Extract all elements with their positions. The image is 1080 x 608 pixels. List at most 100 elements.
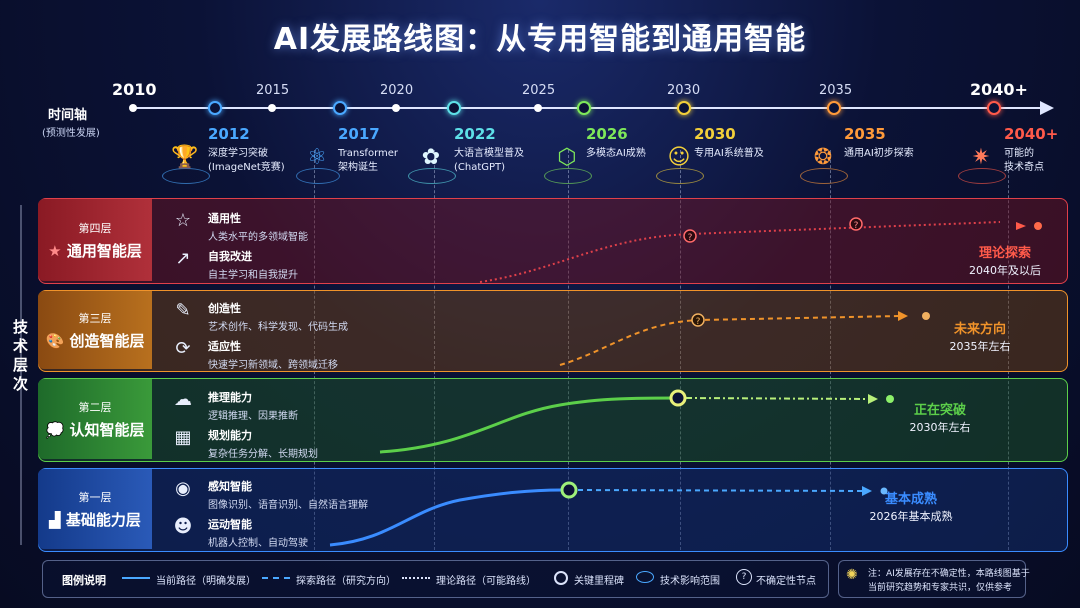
guide-line (314, 150, 315, 550)
layer-band-4 (38, 198, 1068, 284)
milestone-year: 2040+ (1004, 125, 1059, 143)
side-bracket (20, 205, 22, 545)
impact-ring (958, 168, 1006, 184)
layer-badge-1[interactable]: 第一层 ▟ 基础能力层 (38, 469, 152, 549)
milestone-marker[interactable] (827, 101, 841, 115)
capability-desc: 复杂任务分解、长期规划 (208, 449, 318, 460)
layer-status: 理论探索 (978, 246, 1031, 261)
capability-title: 感知智能 (208, 480, 252, 493)
year-label: 2025 (522, 83, 556, 98)
legend (42, 560, 829, 598)
cube-icon: ⬡ (557, 145, 577, 170)
legend-title: 图例说明 (62, 574, 106, 587)
timeline-arrow (1040, 101, 1054, 115)
capability-title: 自我改进 (208, 250, 252, 263)
milestone-marker[interactable] (447, 101, 461, 115)
path-arrowhead (868, 394, 878, 404)
path-end-dot (880, 487, 888, 495)
capability-title: 推理能力 (208, 391, 252, 404)
capability-title: 运动智能 (208, 518, 252, 531)
path-arrowhead (862, 486, 872, 496)
layer-sub: 第三层 (78, 311, 112, 325)
axis-tick (392, 104, 400, 112)
guide-line (830, 150, 831, 550)
path-layer-2 (379, 389, 894, 454)
layer-badge-3[interactable]: 第三层 🎨 创造智能层 (38, 291, 152, 369)
blocks-icon: ▟ (49, 510, 61, 529)
palette-icon: 🎨 (45, 331, 65, 350)
refresh-icon: ⟳ (175, 338, 191, 359)
legend-swatch-ring (554, 571, 568, 585)
milestone-text: 多模态AI成熟 (586, 148, 646, 159)
theory-path-layer-4 (479, 221, 1001, 283)
capability-title: 规划能力 (208, 429, 252, 442)
legend-label: 理论路径（可能路线） (436, 576, 536, 587)
milestone-text: 通用AI初步探索 (844, 148, 914, 159)
legend-swatch-solid (122, 577, 150, 579)
milestone-text: 可能的 (1004, 148, 1034, 159)
legend-swatch-rings (636, 571, 654, 583)
layer-status: 未来方向 (953, 322, 1006, 337)
milestone-marker[interactable] (333, 101, 347, 115)
layer-badge-4[interactable]: 第四层 ★ 通用智能层 (38, 199, 152, 281)
capability-desc: 自主学习和自我提升 (208, 270, 298, 281)
uncertainty-node (691, 313, 705, 327)
question-icon: ? (736, 569, 752, 585)
layer-status-sub: 2040年及以后 (969, 264, 1041, 277)
year-label: 2035 (819, 83, 853, 98)
note-box (838, 560, 1026, 598)
milestone-text: 技术奇点 (1004, 162, 1044, 173)
path-end-dot (886, 395, 894, 403)
legend-label: 当前路径（明确发展） (156, 576, 256, 587)
current-path-layer-2 (379, 396, 679, 454)
layer-status: 基本成熟 (884, 492, 937, 507)
impact-ring (656, 168, 704, 184)
legend-swatch-dotted (402, 577, 430, 579)
layer-badge-2[interactable]: 第二层 💭 认知智能层 (38, 379, 152, 459)
milestone-marker[interactable] (987, 101, 1001, 115)
layer-sub: 第四层 (78, 221, 112, 235)
impact-ring (800, 168, 848, 184)
page-title: AI发展路线图：从专用智能到通用智能 (273, 22, 807, 57)
path-arrowhead (1016, 222, 1026, 230)
uncertainty-node (849, 217, 863, 231)
axis-sublabel: (预测性发展) (42, 128, 100, 139)
legend-label: 探索路径（研究方向） (296, 576, 396, 587)
path-layer-4: ? ? (479, 217, 1042, 283)
layer-name: ★ 通用智能层 (48, 240, 142, 261)
brain-icon: ❂ (813, 145, 833, 170)
robot-icon: ☺ (667, 145, 691, 170)
layer-name-text: 创造智能层 (69, 331, 145, 350)
milestone-text: 专用AI系统普及 (694, 148, 764, 159)
milestone-marker[interactable] (577, 101, 591, 115)
year-label: 2030 (667, 83, 701, 98)
impact-ring (408, 168, 456, 184)
capability-desc: 机器人控制、自动驾驶 (208, 538, 308, 549)
capability-title: 创造性 (208, 302, 241, 315)
capability-desc: 快速学习新领域、跨领域迁移 (208, 360, 338, 371)
milestone-text: 架构诞生 (338, 162, 378, 173)
current-path-layer-1 (329, 488, 563, 547)
star-outline-icon: ☆ (174, 210, 192, 231)
milestone-year: 2026 (586, 125, 628, 143)
milestone-marker[interactable] (208, 101, 222, 115)
axis-label: 时间轴 (48, 108, 88, 123)
year-label: 2020 (380, 83, 414, 98)
layer-band-3 (38, 290, 1068, 372)
starburst-icon: ✷ (971, 145, 991, 170)
guide-line (680, 150, 681, 550)
milestone-year: 2012 (208, 125, 250, 143)
network-icon: ⚛ (307, 145, 327, 170)
milestone-text: (ChatGPT) (454, 162, 506, 173)
thought-bubble-icon: 💭 (45, 420, 65, 439)
note-text: 注：AI发展存在不确定性，本路线图基于 (868, 569, 1030, 579)
milestone-text: 大语言模型普及 (454, 148, 524, 159)
palette-outline-icon: ✎ (175, 300, 191, 321)
milestone-marker[interactable] (677, 101, 691, 115)
milestone-text: Transformer (338, 148, 399, 159)
legend-label: 不确定性节点 (756, 576, 816, 587)
growth-chart-icon: ↗ (175, 248, 191, 269)
guide-line (1008, 150, 1009, 550)
eye-icon: ◉ (175, 478, 191, 499)
capability-desc: 逻辑推理、因果推断 (208, 411, 298, 422)
